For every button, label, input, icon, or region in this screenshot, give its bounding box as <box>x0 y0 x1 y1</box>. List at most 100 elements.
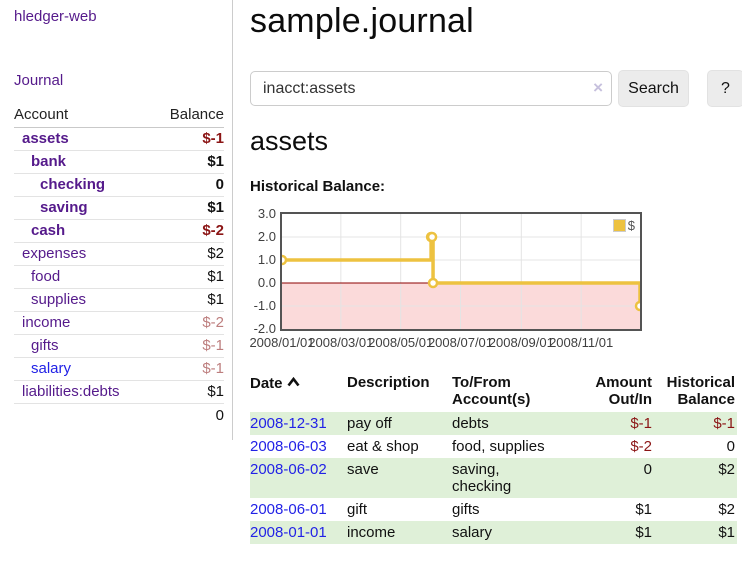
transaction-description: eat & shop <box>347 438 419 455</box>
account-link[interactable]: expenses <box>22 245 87 262</box>
account-row: bank $1 <box>14 150 224 174</box>
account-row: expenses $2 <box>14 242 224 266</box>
legend-color-swatch <box>612 219 626 232</box>
account-page-title: assets <box>250 126 329 156</box>
transaction-balance: $2 <box>718 461 735 478</box>
account-balance: $1 <box>152 196 224 220</box>
transaction-accounts: saving, checking <box>452 461 512 495</box>
account-link[interactable]: gifts <box>31 337 59 354</box>
y-axis-tick-label: 1.0 <box>257 252 276 267</box>
account-row: cash $-2 <box>14 219 224 243</box>
account-link[interactable]: checking <box>40 176 106 193</box>
account-link[interactable]: saving <box>40 199 88 216</box>
sort-ascending-icon <box>286 374 300 391</box>
account-balance: $-2 <box>152 311 224 335</box>
account-link[interactable]: liabilities:debts <box>22 383 120 400</box>
account-link[interactable]: salary <box>31 360 72 377</box>
account-balance: $2 <box>152 242 224 266</box>
register-row: 2008-01-01 income salary $1 $1 <box>250 521 737 544</box>
accounts-header-account: Account <box>14 103 153 128</box>
x-axis-tick-label: 2008/01/01 <box>249 335 315 350</box>
transaction-balance: $-1 <box>713 415 735 432</box>
search-bar: × Search ? <box>250 70 742 107</box>
accounts-table: Account Balance assets $-1 bank $1 check… <box>14 103 224 427</box>
account-link[interactable]: food <box>31 268 61 285</box>
transaction-accounts: debts <box>452 415 489 432</box>
transaction-date-link[interactable]: 2008-01-01 <box>250 524 327 541</box>
sidebar: hledger-web Journal Account Balance asse… <box>0 0 233 440</box>
register-row: 2008-06-03 eat & shop food, supplies $-2… <box>250 435 737 458</box>
accounts-total-row: 0 <box>14 403 224 427</box>
account-link[interactable]: bank <box>31 153 67 170</box>
chart-title: Historical Balance: <box>250 178 386 195</box>
app-title-link[interactable]: hledger-web <box>14 8 97 25</box>
transaction-accounts: gifts <box>452 501 480 518</box>
y-axis-tick-label: 2.0 <box>257 229 276 244</box>
account-balance: $1 <box>152 150 224 174</box>
transaction-description: pay off <box>347 415 392 432</box>
account-link[interactable]: assets <box>22 130 69 147</box>
historical-balance-chart: $ 3.0 2.0 1.0 0.0 -1.0 -2.0 2008/01/01 2008/03/… <box>249 206 650 354</box>
transaction-amount: $1 <box>635 524 652 541</box>
transaction-description: income <box>347 524 396 541</box>
account-row: assets $-1 <box>14 127 224 151</box>
transaction-date-link[interactable]: 2008-06-01 <box>250 501 327 518</box>
search-input[interactable] <box>250 71 612 106</box>
account-balance: 0 <box>152 173 224 197</box>
account-balance: $1 <box>152 380 224 404</box>
y-axis-tick-label: 0.0 <box>257 275 276 290</box>
register-header-accounts: To/From Account(s) <box>452 374 531 408</box>
transaction-amount: $-1 <box>630 415 652 432</box>
account-balance: $1 <box>152 288 224 312</box>
account-balance: $-2 <box>152 219 224 243</box>
register-header-date: Date <box>250 372 347 412</box>
account-row: gifts $-1 <box>14 334 224 358</box>
sidebar-item-journal[interactable]: Journal <box>14 72 64 89</box>
register-row: 2008-12-31 pay off debts $-1 $-1 <box>250 412 737 435</box>
transaction-balance: $2 <box>718 501 735 518</box>
transaction-accounts: salary <box>452 524 493 541</box>
register-table-body: 2008-12-31 pay off debts $-1 $-1 2008-06… <box>250 412 737 544</box>
transaction-amount: $1 <box>635 501 652 518</box>
account-row: food $1 <box>14 265 224 289</box>
x-axis-tick-label: 2008/11/01 <box>549 335 614 350</box>
transaction-amount: $-2 <box>630 438 652 455</box>
account-row: liabilities:debts $1 <box>14 380 224 404</box>
main-content: sample.journal × Search ? assets Histori… <box>233 0 742 544</box>
page-title: sample.journal <box>250 2 474 40</box>
account-link[interactable]: cash <box>31 222 66 239</box>
transaction-balance: $1 <box>718 524 735 541</box>
account-balance: $-1 <box>152 127 224 151</box>
register-header-balance: Historical Balance <box>666 374 735 408</box>
account-balance: $-1 <box>152 334 224 358</box>
transaction-date-link[interactable]: 2008-06-02 <box>250 461 327 478</box>
account-link[interactable]: income <box>22 314 71 331</box>
transaction-date-link[interactable]: 2008-06-03 <box>250 438 327 455</box>
register-header-amount: Amount Out/In <box>595 374 652 408</box>
help-button[interactable]: ? <box>707 70 742 107</box>
transaction-accounts: food, supplies <box>452 438 545 455</box>
register-table: Date Description To/From Account(s) Amou… <box>250 372 737 544</box>
page: hledger-web Journal Account Balance asse… <box>0 0 742 544</box>
clear-search-icon[interactable]: × <box>593 78 603 97</box>
x-axis-tick-label: 2008/05/01 <box>368 335 434 350</box>
account-balance: $1 <box>152 265 224 289</box>
transaction-date-link[interactable]: 2008-12-31 <box>250 415 327 432</box>
y-axis-tick-label: 3.0 <box>257 206 276 221</box>
account-row: supplies $1 <box>14 288 224 312</box>
register-row: 2008-06-01 gift gifts $1 $2 <box>250 498 737 521</box>
x-axis-tick-label: 2008/03/01 <box>308 335 374 350</box>
transaction-amount: 0 <box>643 461 652 478</box>
y-axis-tick-label: -1.0 <box>253 298 276 313</box>
account-row: checking 0 <box>14 173 224 197</box>
transaction-description: gift <box>347 501 368 518</box>
x-axis-tick-label: 2008/07/01 <box>427 335 494 350</box>
register-header-row: Date Description To/From Account(s) Amou… <box>250 372 737 412</box>
register-header-description: Description <box>347 374 430 391</box>
account-row: saving $1 <box>14 196 224 220</box>
account-row: salary $-1 <box>14 357 224 381</box>
transaction-description: save <box>347 461 379 478</box>
account-link[interactable]: supplies <box>31 291 87 308</box>
search-button[interactable]: Search <box>618 70 689 107</box>
account-row: income $-2 <box>14 311 224 335</box>
